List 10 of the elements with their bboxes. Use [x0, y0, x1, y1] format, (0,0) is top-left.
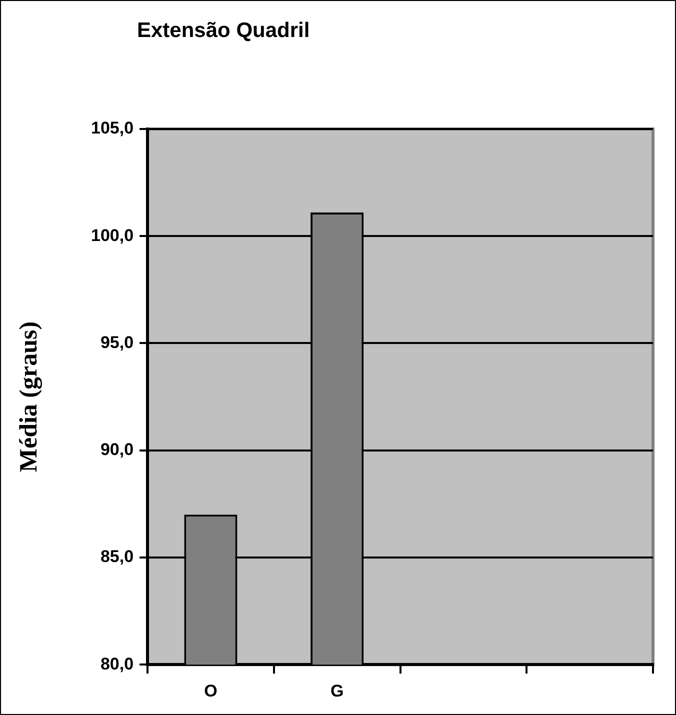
- y-tick-label: 95,0: [100, 332, 134, 352]
- y-tick-label: 85,0: [100, 547, 134, 566]
- y-tick-label: 90,0: [100, 440, 134, 460]
- y-tick-label: 80,0: [100, 654, 134, 674]
- x-tick-label: G: [330, 681, 344, 700]
- x-tick-label: O: [204, 681, 218, 700]
- y-axis-title: Média (graus): [15, 321, 42, 472]
- chart-title: Extensão Quadril: [137, 18, 310, 42]
- y-tick-label: 105,0: [90, 118, 134, 138]
- y-tick-label: 100,0: [90, 226, 134, 245]
